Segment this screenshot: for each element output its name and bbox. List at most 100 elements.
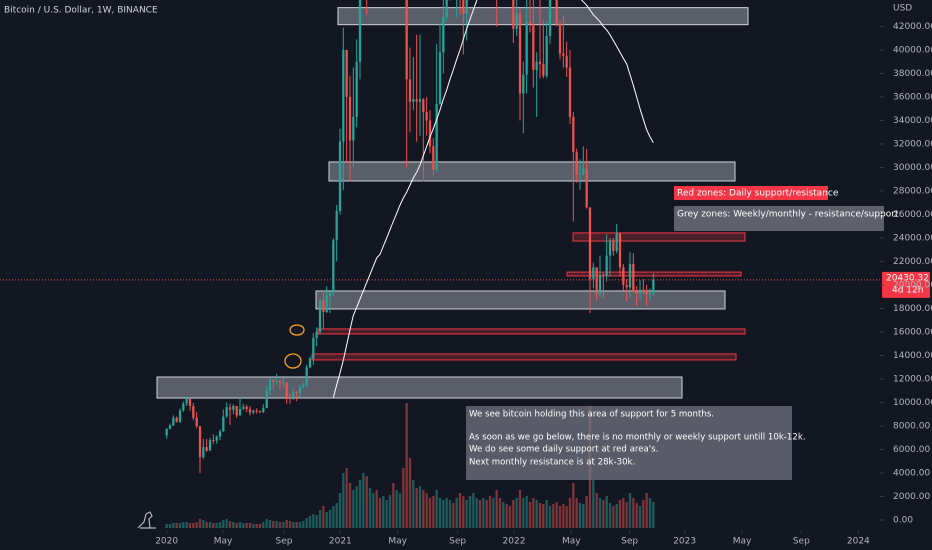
volume-bar xyxy=(322,506,325,528)
volume-bar xyxy=(465,500,468,528)
candle-body xyxy=(622,267,625,285)
volume-bar xyxy=(442,500,445,528)
volume-bar xyxy=(222,520,225,528)
volume-bar xyxy=(488,496,492,528)
candle-body xyxy=(645,292,648,295)
volume-bar xyxy=(325,512,328,528)
candle-body xyxy=(195,417,198,426)
candle-body xyxy=(572,116,575,153)
grey-zone xyxy=(328,161,736,182)
volume-bar xyxy=(515,498,518,528)
candle-body xyxy=(175,417,178,422)
x-tick-label: Sep xyxy=(793,537,810,547)
volume-bar xyxy=(265,519,268,528)
volume-bar xyxy=(262,522,265,528)
volume-bar xyxy=(618,500,622,528)
volume-bar xyxy=(462,496,465,528)
volume-bar xyxy=(575,498,578,528)
candle-body xyxy=(512,0,515,29)
volume-bar xyxy=(355,486,358,528)
candle-body xyxy=(612,240,615,251)
candle-body xyxy=(628,263,632,288)
volume-bar xyxy=(485,500,488,528)
candle-body xyxy=(428,120,432,147)
candle-body xyxy=(422,99,425,113)
red-zone xyxy=(572,232,746,242)
candle-body xyxy=(265,390,268,409)
candle-body xyxy=(255,410,258,412)
volume-bar xyxy=(518,490,522,528)
y-tick-label: 38000.00 xyxy=(893,69,932,79)
volume-bar xyxy=(388,495,392,528)
volume-bar xyxy=(218,522,222,528)
volume-bar xyxy=(395,490,398,528)
candle-body xyxy=(445,0,448,18)
candle-body xyxy=(358,0,362,62)
candle-body xyxy=(238,408,242,416)
volume-bar xyxy=(425,493,428,528)
y-unit: USD xyxy=(893,4,912,14)
last-price-badge xyxy=(882,271,930,298)
volume-bar xyxy=(605,496,608,528)
volume-bar xyxy=(595,493,598,528)
volume-bar xyxy=(535,500,538,528)
grey-label: Grey zones: Weekly/monthly - resistance/… xyxy=(677,210,899,220)
volume-bar xyxy=(408,458,412,528)
candle-body xyxy=(562,53,565,56)
volume-bar xyxy=(612,506,615,528)
red-label: Red zones: Daily support/resistance xyxy=(677,189,839,199)
x-tick-label: May xyxy=(214,537,233,547)
candle-body xyxy=(405,0,408,80)
candle-body xyxy=(635,292,638,294)
candle-body xyxy=(272,380,275,382)
volume-bar xyxy=(342,473,345,528)
y-tick-label: 26000.00 xyxy=(893,210,932,220)
candle-body xyxy=(228,407,232,410)
candle-body xyxy=(182,403,185,411)
candle-body xyxy=(648,293,652,295)
countdown-label: 4d 12h xyxy=(892,285,923,295)
note-box xyxy=(466,406,792,480)
x-tick-label: 2024 xyxy=(847,537,870,547)
volume-bar xyxy=(572,483,575,528)
grey-label-box xyxy=(674,206,884,231)
candle-body xyxy=(575,152,578,175)
volume-bar xyxy=(205,522,208,528)
volume-bar xyxy=(578,503,582,528)
volume-bar xyxy=(455,498,458,528)
volume-bar xyxy=(315,515,318,528)
y-tick-label: 10000.00 xyxy=(893,398,932,408)
moving-average xyxy=(332,0,654,398)
volume-bar xyxy=(258,524,262,528)
volume-bar xyxy=(402,468,405,528)
volume-bar xyxy=(212,523,215,528)
volume-bar xyxy=(448,500,452,528)
volume-bar xyxy=(228,521,232,528)
note-line: Next monthly resistance is at 28k-30k. xyxy=(469,458,635,468)
volume-bar xyxy=(558,506,562,528)
volume-bar xyxy=(238,522,242,528)
volume-bar xyxy=(412,480,415,528)
candle-body xyxy=(425,112,428,121)
volume-bar xyxy=(248,523,252,528)
candle-body xyxy=(638,289,642,294)
candle-body xyxy=(582,168,585,174)
volume-bar xyxy=(438,498,442,528)
chart-title: Bitcoin / U.S. Dollar, 1W, BINANCE xyxy=(4,6,158,16)
volume-bar xyxy=(528,502,532,528)
volume-bar xyxy=(445,498,448,528)
candle-body xyxy=(432,146,435,170)
volume-bar xyxy=(545,500,548,528)
volume-bar xyxy=(608,503,612,528)
volume-bar xyxy=(582,504,585,528)
candle-body xyxy=(185,398,188,404)
volume-bar xyxy=(308,516,312,528)
candle-body xyxy=(288,397,292,399)
candle-body xyxy=(258,411,262,413)
y-tick-label: 28000.00 xyxy=(893,186,932,196)
volume-bar xyxy=(422,490,425,528)
red-zone xyxy=(566,271,742,277)
candle-body xyxy=(632,263,635,293)
candle-body xyxy=(215,436,218,441)
volume-bar xyxy=(415,488,418,528)
